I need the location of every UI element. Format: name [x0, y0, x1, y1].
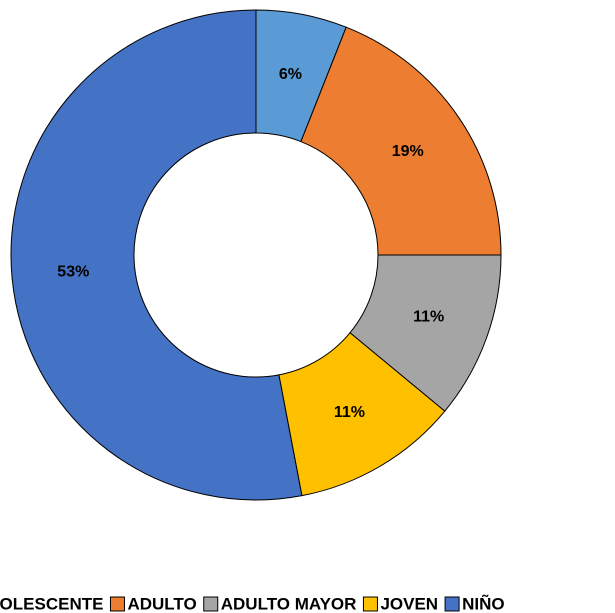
- legend-label: ADOLESCENTE: [0, 594, 103, 613]
- legend-label: JOVEN: [380, 594, 438, 613]
- legend-label: ADULTO MAYOR: [221, 594, 357, 613]
- legend-swatch: [109, 596, 125, 612]
- data-label: 53%: [57, 263, 89, 280]
- data-label: 19%: [392, 143, 424, 160]
- donut-slice: [10, 9, 303, 501]
- data-label: 11%: [334, 404, 365, 421]
- legend-swatch: [444, 596, 460, 612]
- legend-swatch: [362, 596, 378, 612]
- legend-label: ADULTO: [127, 594, 196, 613]
- data-label: 6%: [279, 66, 302, 83]
- data-label: 11%: [413, 308, 444, 325]
- legend-swatch: [203, 596, 219, 612]
- legend-label: NIÑO: [462, 593, 505, 613]
- donut-slice: [300, 26, 502, 256]
